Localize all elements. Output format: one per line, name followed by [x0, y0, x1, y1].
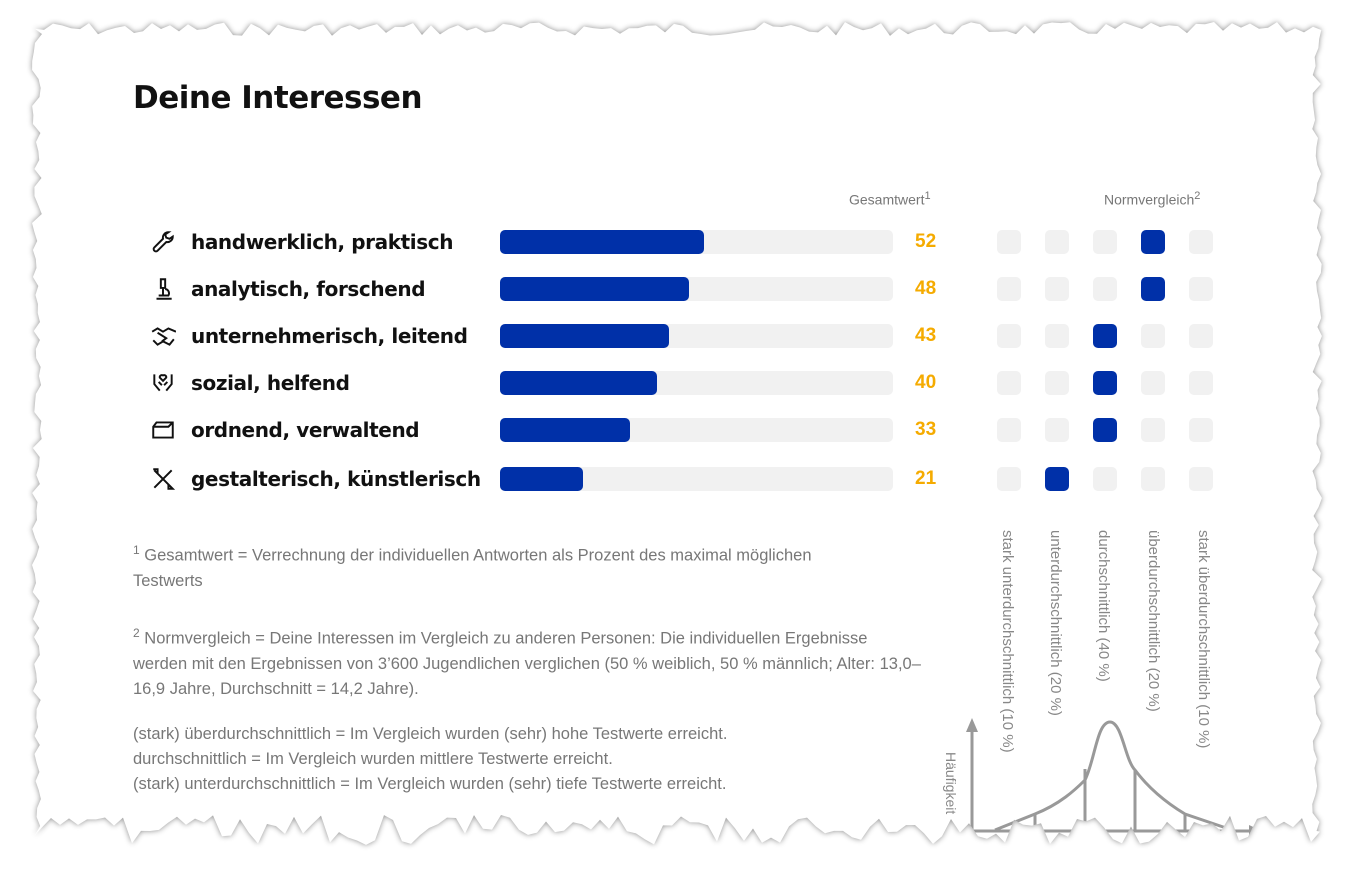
score-value: 48: [915, 278, 937, 299]
interest-row: unternehmerisch, leitend 43: [32, 320, 1322, 350]
score-bar-fill: [500, 277, 689, 301]
norm-cell: [1045, 324, 1069, 348]
norm-cell: [997, 371, 1021, 395]
norm-cell: [1141, 324, 1165, 348]
bell-curve: [994, 720, 1233, 832]
total-header-text: Gesamtwert: [849, 191, 925, 208]
score-bar-track: [500, 277, 893, 301]
norm-cell-selected: [1045, 467, 1069, 491]
interest-label: handwerklich, praktisch: [191, 230, 454, 254]
score-bar-track: [500, 230, 893, 254]
norm-cell: [1045, 230, 1069, 254]
footnote-ref: 1: [924, 190, 931, 202]
footnote-2: 2 Normvergleich = Deine Interessen im Ve…: [133, 621, 923, 702]
column-header-norm: Normvergleich2: [1104, 190, 1200, 208]
definitions: (stark) überdurchschnittlich = Im Vergle…: [133, 722, 933, 797]
norm-cell: [1141, 371, 1165, 395]
norm-cell: [1141, 418, 1165, 442]
norm-cell: [1045, 277, 1069, 301]
norm-cell: [997, 418, 1021, 442]
norm-cell-selected: [1141, 277, 1165, 301]
norm-cell: [997, 277, 1021, 301]
score-bar-fill: [500, 230, 705, 254]
norm-cell: [1189, 324, 1213, 348]
norm-cell: [1045, 371, 1069, 395]
wrench-icon: [152, 231, 174, 253]
score-bar-fill: [500, 371, 658, 395]
interest-label: sozial, helfend: [191, 371, 350, 395]
interest-row: sozial, helfend 40: [32, 367, 1322, 397]
footnote-number: 1: [133, 543, 140, 557]
score-value: 21: [915, 468, 937, 489]
score-bar-fill: [500, 324, 669, 348]
hands-heart-icon: [153, 374, 173, 392]
norm-header-text: Normvergleich: [1104, 191, 1195, 208]
x-arrow: [1249, 825, 1262, 837]
handshake-icon: [151, 327, 176, 346]
norm-cell: [997, 230, 1021, 254]
interest-label: ordnend, verwaltend: [191, 418, 420, 442]
definition-average: durchschnittlich = Im Vergleich wurden m…: [133, 750, 613, 768]
pencil-ruler-icon: [153, 468, 176, 490]
definition-above: (stark) überdurchschnittlich = Im Vergle…: [133, 725, 728, 743]
norm-cell: [1045, 418, 1069, 442]
interest-row: analytisch, forschend 48: [32, 273, 1322, 303]
norm-cell: [1189, 467, 1213, 491]
score-bar-fill: [500, 418, 630, 442]
norm-cell: [1189, 371, 1213, 395]
footnote-number: 2: [133, 626, 140, 640]
norm-cell: [997, 324, 1021, 348]
norm-cell: [1189, 277, 1213, 301]
footnote-text: Normvergleich = Deine Interessen im Verg…: [133, 629, 921, 698]
norm-label-4: überdurchschnittlich (20 %): [1145, 530, 1162, 712]
score-bar-fill: [500, 467, 583, 491]
norm-label-3: durchschnittlich (40 %): [1095, 530, 1112, 682]
interest-row: ordnend, verwaltend 33: [32, 414, 1322, 444]
score-value: 33: [915, 419, 937, 440]
norm-cell-selected: [1093, 324, 1117, 348]
norm-cell: [1189, 418, 1213, 442]
score-value: 43: [915, 325, 937, 346]
y-arrow: [966, 718, 978, 732]
norm-cell: [1093, 467, 1117, 491]
norm-cell: [1093, 277, 1117, 301]
page-title: Deine Interessen: [133, 80, 423, 116]
norm-cell: [1093, 230, 1117, 254]
norm-cell-selected: [1093, 418, 1117, 442]
column-header-total: Gesamtwert1: [849, 190, 931, 208]
norm-cell-selected: [1093, 371, 1117, 395]
interest-row: gestalterisch, künstlerisch 21: [32, 463, 1322, 493]
footnote-ref: 2: [1194, 190, 1201, 202]
x-axis-label: Ergebnis: [1070, 851, 1129, 868]
microscope-icon: [156, 278, 172, 300]
norm-cell: [1141, 467, 1165, 491]
norm-cell: [997, 467, 1021, 491]
score-value: 40: [915, 372, 937, 393]
interest-label: analytisch, forschend: [191, 277, 426, 301]
interest-label: gestalterisch, künstlerisch: [191, 467, 481, 491]
norm-cell: [1189, 230, 1213, 254]
definition-below: (stark) unterdurchschnittlich = Im Vergl…: [133, 775, 727, 793]
y-axis-label: Häufigkeit: [943, 752, 959, 814]
score-value: 52: [915, 231, 937, 252]
score-bar-track: [500, 324, 893, 348]
score-bar-track: [500, 418, 893, 442]
footnote-1: 1 Gesamtwert = Verrechnung der individue…: [133, 538, 853, 594]
norm-label-2: unterdurchschnittlich (20 %): [1047, 530, 1064, 716]
interest-label: unternehmerisch, leitend: [191, 324, 468, 348]
interest-row: handwerklich, praktisch 52: [32, 226, 1322, 256]
score-bar-track: [500, 467, 893, 491]
norm-label-5: stark überdurchschnittlich (10 %): [1195, 530, 1212, 749]
norm-label-1: stark unterdurchschnittlich (10 %): [999, 530, 1016, 753]
folder-icon: [152, 421, 174, 439]
footnote-text: Gesamtwert = Verrechnung der individuell…: [133, 546, 812, 590]
score-bar-track: [500, 371, 893, 395]
norm-cell-selected: [1141, 230, 1165, 254]
